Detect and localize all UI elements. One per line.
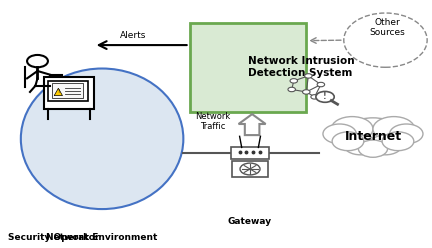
Polygon shape xyxy=(54,88,63,96)
Text: Security Operator: Security Operator xyxy=(9,233,100,242)
Text: Gateway: Gateway xyxy=(228,217,272,226)
Circle shape xyxy=(316,92,334,102)
Circle shape xyxy=(323,124,356,144)
Text: !: ! xyxy=(323,92,327,101)
Circle shape xyxy=(305,74,312,78)
Text: Other
Sources: Other Sources xyxy=(370,18,405,37)
FancyBboxPatch shape xyxy=(44,77,94,109)
Circle shape xyxy=(332,132,364,151)
FancyBboxPatch shape xyxy=(52,83,83,98)
FancyBboxPatch shape xyxy=(190,23,306,112)
Circle shape xyxy=(302,90,310,94)
FancyBboxPatch shape xyxy=(232,161,268,177)
Text: Network
Traffic: Network Traffic xyxy=(195,112,230,131)
Circle shape xyxy=(331,117,373,141)
Circle shape xyxy=(390,124,423,144)
Text: Internet: Internet xyxy=(344,130,401,143)
Circle shape xyxy=(27,55,48,67)
Circle shape xyxy=(344,135,377,155)
Circle shape xyxy=(382,132,414,151)
Text: Network Environment: Network Environment xyxy=(46,233,158,242)
Circle shape xyxy=(342,118,404,155)
Circle shape xyxy=(373,117,415,141)
Text: Alerts: Alerts xyxy=(120,31,146,40)
Circle shape xyxy=(369,135,402,155)
Text: Network Intrusion
Detection System: Network Intrusion Detection System xyxy=(248,57,355,78)
Circle shape xyxy=(317,82,324,87)
FancyArrow shape xyxy=(238,114,266,135)
Ellipse shape xyxy=(21,68,183,209)
FancyBboxPatch shape xyxy=(48,81,88,101)
Circle shape xyxy=(311,95,318,99)
Circle shape xyxy=(288,87,295,92)
Circle shape xyxy=(290,79,298,83)
Text: !: ! xyxy=(57,90,60,94)
FancyBboxPatch shape xyxy=(231,147,269,158)
Circle shape xyxy=(240,163,260,175)
Circle shape xyxy=(359,140,388,157)
